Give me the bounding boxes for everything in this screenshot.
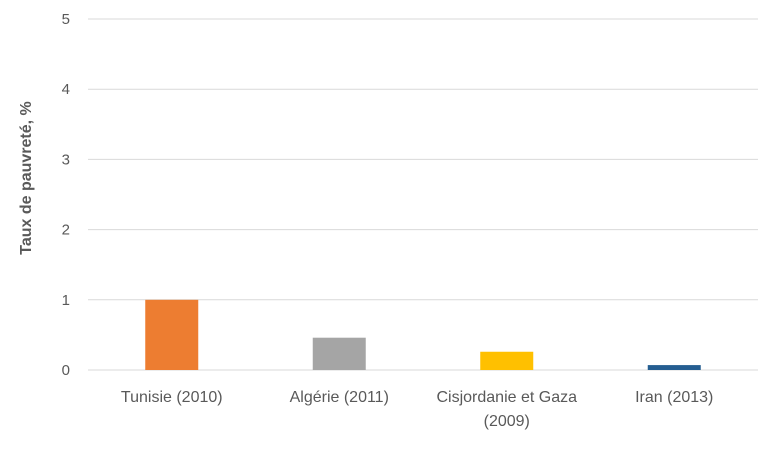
y-tick-label: 5 — [62, 11, 70, 28]
bar — [647, 365, 701, 370]
gridlines — [88, 18, 758, 371]
y-tick-labels: 0 1 2 3 4 5 — [62, 11, 70, 379]
x-category-label: Cisjordanie et Gaza (2009) — [436, 389, 577, 430]
x-category-labels: Tunisie (2010) Algérie (2011) Cisjordanie … — [121, 389, 713, 430]
y-axis-title: Taux de pauvreté, % — [18, 101, 35, 255]
bar — [145, 299, 199, 370]
x-category-label-line: Algérie (2011) — [290, 389, 389, 406]
bars — [145, 299, 701, 370]
x-category-label-line: Tunisie (2010) — [121, 389, 223, 406]
x-category-label-line: Iran (2013) — [635, 389, 713, 406]
y-tick-label: 3 — [62, 151, 70, 168]
x-category-label: Iran (2013) — [635, 389, 713, 406]
y-tick-label: 2 — [62, 222, 70, 239]
bar — [312, 337, 366, 370]
y-tick-label: 0 — [62, 362, 70, 379]
x-category-label: Algérie (2011) — [290, 389, 389, 406]
y-tick-label: 1 — [62, 292, 70, 309]
x-category-label-line: (2009) — [484, 413, 530, 430]
x-category-label: Tunisie (2010) — [121, 389, 223, 406]
y-tick-label: 4 — [62, 81, 70, 98]
x-category-label-line: Cisjordanie et Gaza — [436, 389, 577, 406]
bar — [480, 351, 534, 370]
